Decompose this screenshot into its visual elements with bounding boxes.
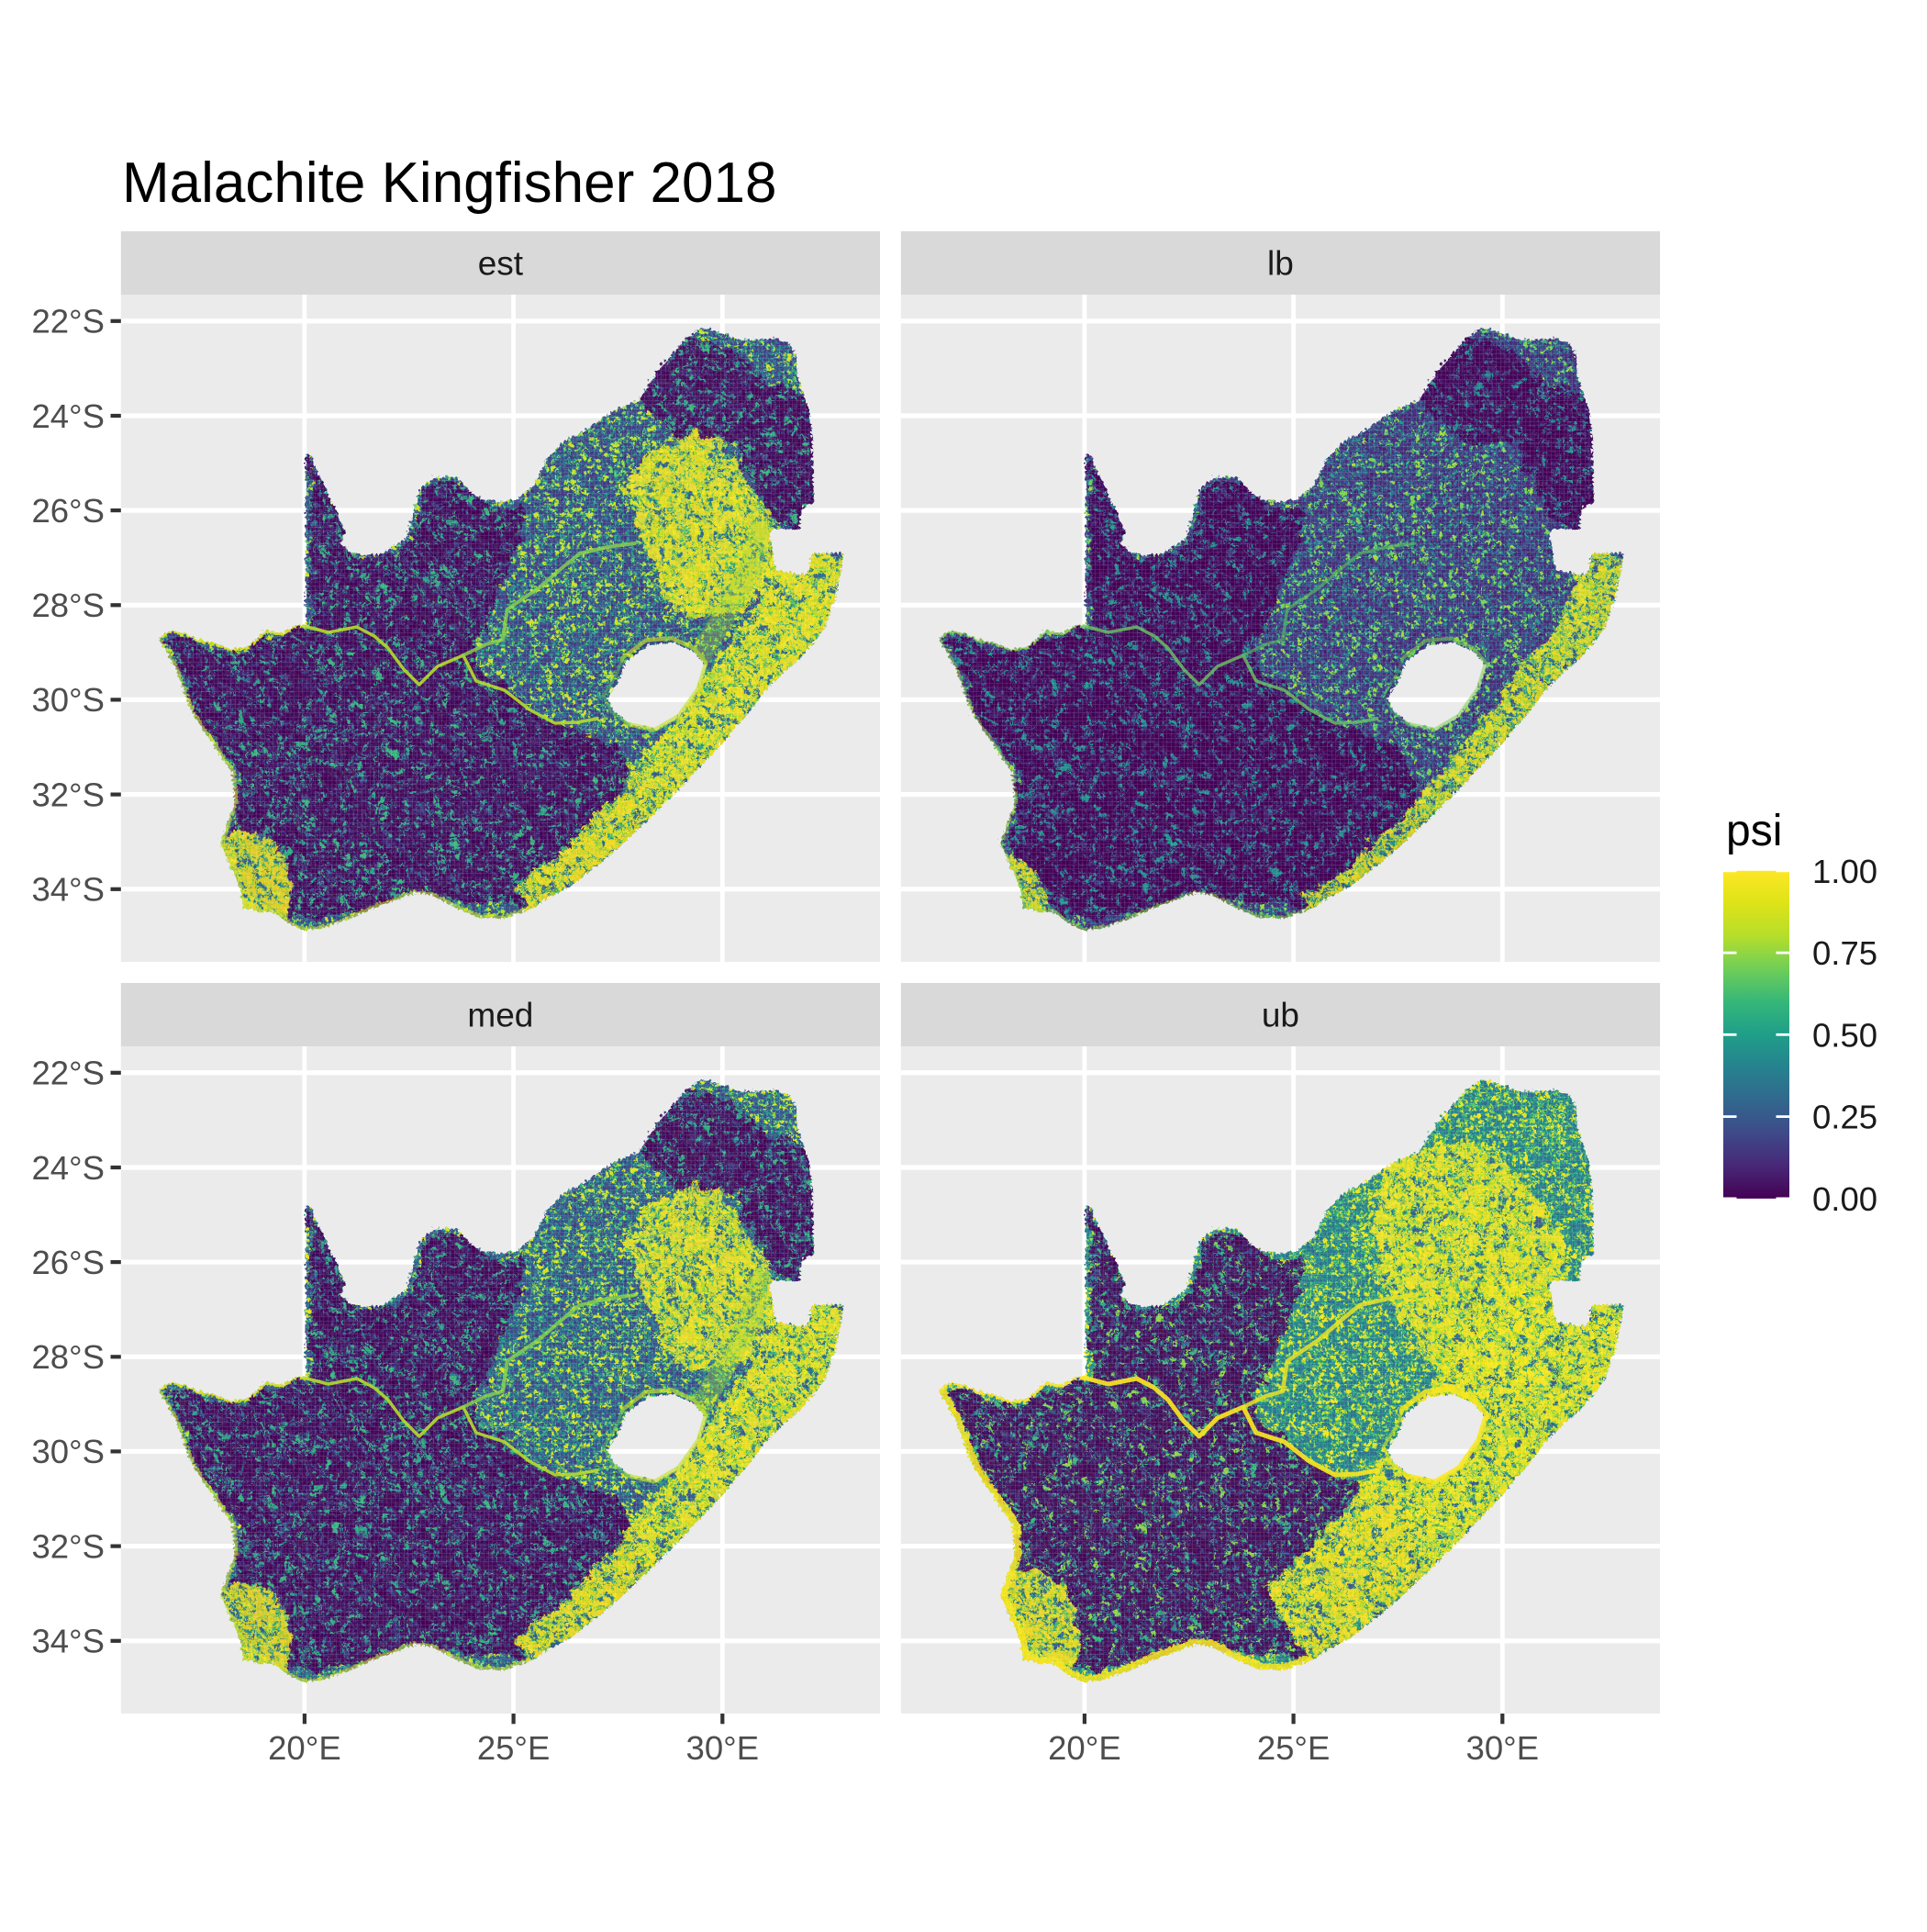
svg-text:32°S: 32°S bbox=[31, 1527, 105, 1565]
svg-text:ub: ub bbox=[1262, 997, 1299, 1034]
svg-text:20°E: 20°E bbox=[1048, 1729, 1121, 1767]
svg-text:30°S: 30°S bbox=[31, 681, 105, 719]
svg-text:24°S: 24°S bbox=[31, 1149, 105, 1187]
svg-text:25°E: 25°E bbox=[1257, 1729, 1331, 1767]
svg-text:26°S: 26°S bbox=[31, 1244, 105, 1281]
svg-text:30°E: 30°E bbox=[686, 1729, 760, 1767]
svg-text:22°S: 22°S bbox=[31, 303, 105, 341]
svg-text:22°S: 22°S bbox=[31, 1055, 105, 1092]
svg-text:25°E: 25°E bbox=[477, 1729, 551, 1767]
svg-text:0.25: 0.25 bbox=[1812, 1099, 1877, 1136]
svg-text:0.75: 0.75 bbox=[1812, 934, 1877, 972]
svg-text:lb: lb bbox=[1267, 245, 1294, 283]
svg-text:30°S: 30°S bbox=[31, 1433, 105, 1470]
svg-text:26°S: 26°S bbox=[31, 492, 105, 530]
svg-text:0.00: 0.00 bbox=[1812, 1180, 1877, 1218]
svg-text:Malachite Kingfisher 2018: Malachite Kingfisher 2018 bbox=[122, 151, 776, 215]
svg-text:28°S: 28°S bbox=[31, 1338, 105, 1376]
svg-text:med: med bbox=[467, 997, 533, 1034]
svg-text:34°S: 34°S bbox=[31, 871, 105, 909]
svg-text:32°S: 32°S bbox=[31, 776, 105, 813]
svg-text:psi: psi bbox=[1726, 807, 1782, 855]
svg-text:34°S: 34°S bbox=[31, 1623, 105, 1660]
svg-text:28°S: 28°S bbox=[31, 586, 105, 624]
svg-text:1.00: 1.00 bbox=[1812, 853, 1877, 890]
svg-text:0.50: 0.50 bbox=[1812, 1016, 1877, 1054]
svg-text:30°E: 30°E bbox=[1466, 1729, 1540, 1767]
svg-text:20°E: 20°E bbox=[268, 1729, 341, 1767]
svg-text:24°S: 24°S bbox=[31, 397, 105, 435]
svg-text:est: est bbox=[478, 245, 524, 283]
